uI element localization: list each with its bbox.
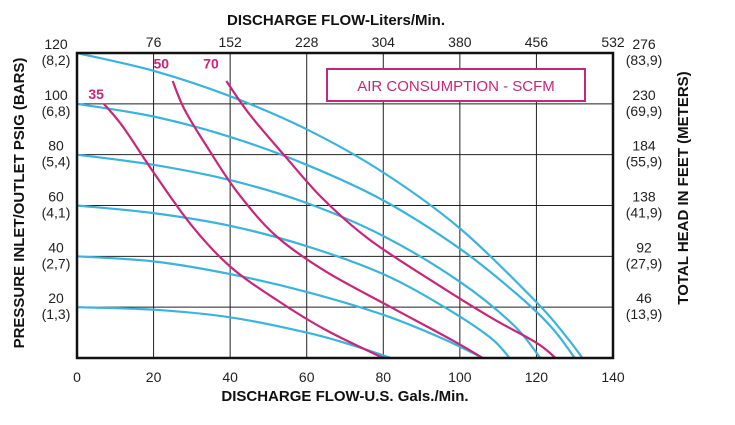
performance-curves — [76, 51, 584, 360]
performance-curve-5 — [76, 255, 484, 359]
y-tick-label-right-feet: 46 — [636, 290, 652, 306]
performance-curve-2 — [76, 102, 576, 359]
x-tick-label-bottom: 140 — [601, 369, 625, 385]
y-tick-label-right-meters: (13,9) — [626, 306, 663, 322]
x-tick-label-bottom: 40 — [222, 369, 238, 385]
performance-curve-4 — [76, 204, 511, 359]
air-curve-label-50: 50 — [153, 55, 169, 71]
x-tick-label-top: 228 — [295, 34, 319, 50]
x-tick-label-bottom: 100 — [448, 369, 472, 385]
performance-curve-6 — [76, 306, 392, 360]
y-tick-label-right-feet: 184 — [632, 138, 656, 154]
tick-labels: 0 20 40 60 80 100 120 140 76 152 228 304 380 456 532 12… — [42, 34, 663, 385]
y-tick-label-left-psi: 20 — [48, 290, 64, 306]
air-curve-70-scfm — [225, 80, 557, 359]
legend-box — [326, 68, 586, 102]
y-tick-label-left-bar: (2,7) — [42, 255, 71, 271]
air-curve-35-scfm — [102, 103, 384, 359]
x-tick-label-top: 304 — [372, 34, 396, 50]
x-tick-label-bottom: 80 — [375, 369, 391, 385]
y-tick-label-right-meters: (27,9) — [626, 255, 663, 271]
performance-curve-1 — [76, 51, 584, 359]
y-tick-label-left-bar: (6,8) — [42, 103, 71, 119]
x-tick-label-top: 380 — [448, 34, 472, 50]
plot-frame — [75, 51, 615, 360]
y-tick-label-right-meters: (55,9) — [626, 154, 663, 170]
x-tick-label-top: 456 — [525, 34, 549, 50]
plot-border — [75, 51, 615, 360]
y-tick-label-right-meters: (69,9) — [626, 103, 663, 119]
grid-layer — [77, 53, 613, 358]
air-curve-label-35: 35 — [88, 86, 104, 102]
y-tick-label-left-psi: 80 — [48, 138, 64, 154]
y-tick-label-left-psi: 100 — [44, 87, 68, 103]
y-tick-label-left-bar: (4,1) — [42, 205, 71, 221]
y-tick-label-left-bar: (8,2) — [42, 52, 71, 68]
air-curve-50-scfm — [171, 80, 484, 359]
bottom-axis-title: DISCHARGE FLOW-U.S. Gals./Min. — [221, 388, 468, 405]
y-tick-label-right-feet: 276 — [632, 36, 656, 52]
y-tick-label-right-feet: 138 — [632, 189, 656, 205]
legend-box-label: AIR CONSUMPTION - SCFM — [357, 78, 555, 95]
y-tick-label-left-bar: (5,4) — [42, 154, 71, 170]
y-tick-label-left-psi: 60 — [48, 189, 64, 205]
y-tick-label-right-feet: 230 — [632, 87, 656, 103]
x-tick-label-top: 532 — [601, 34, 625, 50]
air-curve-label-70: 70 — [203, 55, 219, 71]
left-axis-title: PRESSURE INLET/OUTLET PSIG (BARS) — [11, 58, 28, 349]
performance-curve-3 — [76, 153, 542, 359]
x-tick-label-bottom: 60 — [299, 369, 315, 385]
y-tick-label-left-psi: 120 — [44, 36, 68, 52]
x-tick-label-top: 76 — [146, 34, 162, 50]
right-axis-title: TOTAL HEAD IN FEET (METERS) — [675, 71, 692, 304]
x-tick-label-top: 152 — [218, 34, 242, 50]
air-consumption-curves: 35 50 70 — [88, 55, 557, 359]
top-axis-title: DISCHARGE FLOW-Liters/Min. — [227, 12, 445, 29]
y-tick-label-left-psi: 40 — [48, 239, 64, 255]
y-tick-label-right-feet: 92 — [636, 239, 652, 255]
x-tick-label-bottom: 20 — [146, 369, 162, 385]
y-tick-label-left-bar: (1,3) — [42, 306, 71, 322]
x-tick-label-bottom: 0 — [73, 369, 81, 385]
y-tick-label-right-meters: (83,9) — [626, 52, 663, 68]
x-tick-label-bottom: 120 — [525, 369, 549, 385]
y-tick-label-right-meters: (41,9) — [626, 205, 663, 221]
